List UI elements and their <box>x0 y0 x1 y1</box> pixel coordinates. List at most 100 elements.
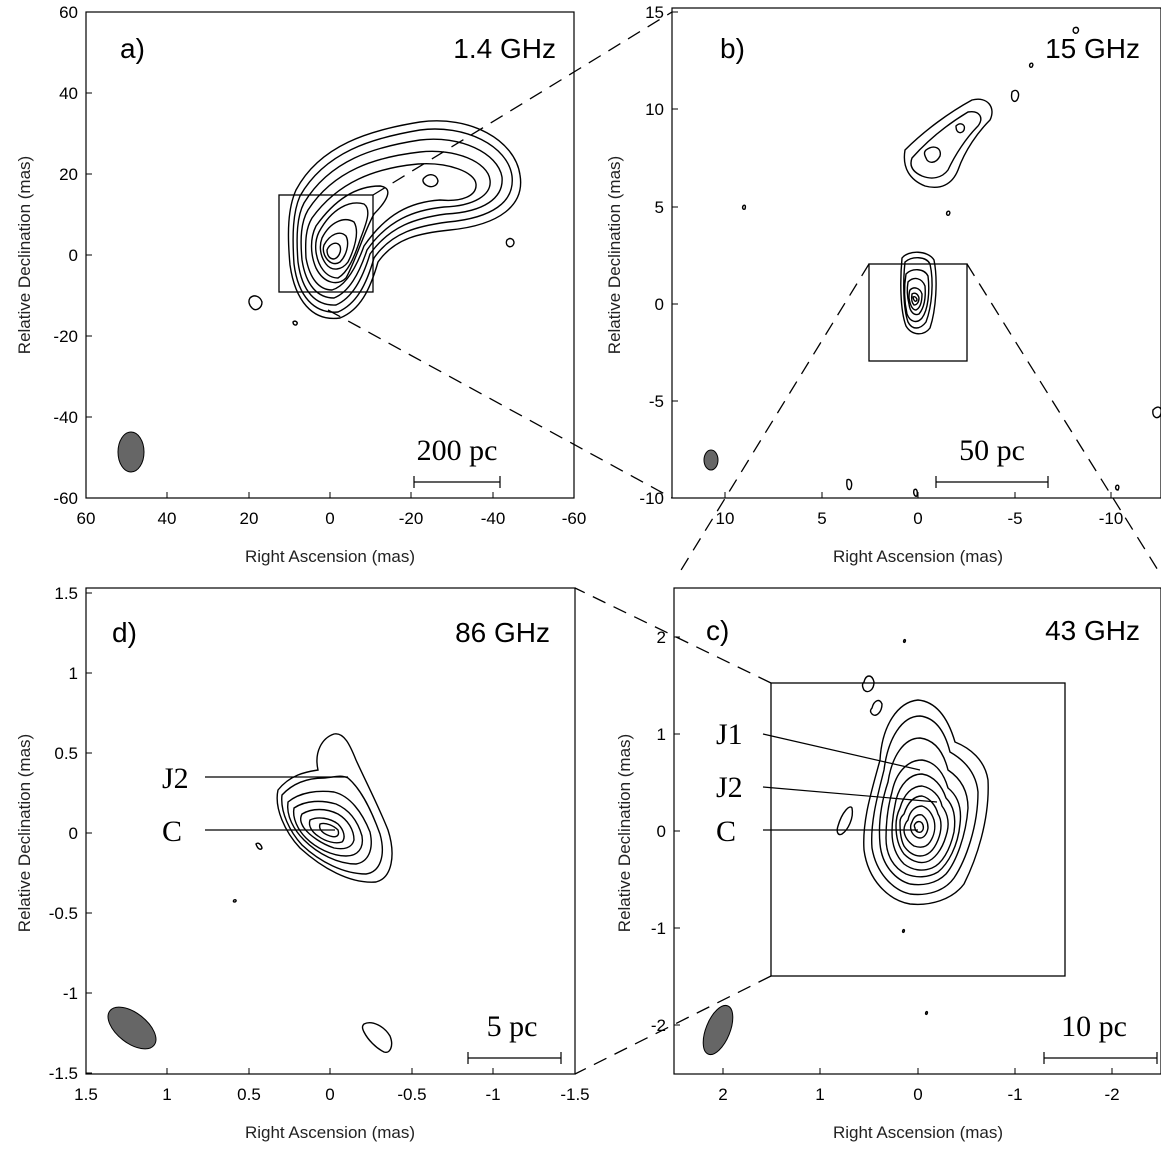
tick-label: -40 <box>481 509 506 528</box>
tick-label: 15 <box>645 3 664 22</box>
panel-b-xlabel: Right Ascension (mas) <box>833 547 1003 566</box>
panel-a-tag: a) <box>120 33 145 64</box>
panel-c-ylabel: Relative Declination (mas) <box>615 734 634 932</box>
panel-a-scale-bar <box>413 476 501 488</box>
tick-label: -20 <box>53 327 78 346</box>
panel-b-beam <box>703 449 719 471</box>
panel-d: 1.5 1 0.5 0 -0.5 -1 -1.5 1.5 1 0.5 0 -0.… <box>15 584 590 1142</box>
tick-label: 0.5 <box>237 1085 261 1104</box>
panel-c-component-j2: J2 <box>716 771 743 804</box>
tick-label: -1 <box>63 984 78 1003</box>
connector-b-c-left <box>677 263 870 576</box>
tick-label: 60 <box>59 3 78 22</box>
panel-b-frame <box>671 7 1161 499</box>
tick-label: 0 <box>655 295 664 314</box>
panel-c-xlabel: Right Ascension (mas) <box>833 1123 1003 1142</box>
tick-label: -60 <box>562 509 587 528</box>
tick-label: -5 <box>649 392 664 411</box>
tick-label: -0.5 <box>49 904 78 923</box>
tick-label: -1 <box>1007 1085 1022 1104</box>
tick-label: 1 <box>657 725 666 744</box>
panel-c-frame <box>673 587 1161 1075</box>
tick-label: 2 <box>718 1085 727 1104</box>
tick-label: -2 <box>651 1016 666 1035</box>
tick-label: 0.5 <box>54 744 78 763</box>
panel-b-scale-bar <box>935 476 1049 488</box>
panel-b-ylabel: Relative Declination (mas) <box>605 156 624 354</box>
tick-label: 0 <box>913 1085 922 1104</box>
connector-b-c-right <box>966 263 1161 576</box>
tick-label: -1 <box>651 919 666 938</box>
tick-label: -2 <box>1104 1085 1119 1104</box>
tick-label: 0 <box>325 509 334 528</box>
tick-label: 0 <box>69 246 78 265</box>
panel-c: 2 1 0 -1 -2 2 1 0 -1 -2 Right Ascension … <box>615 587 1161 1142</box>
tick-label: -1.5 <box>49 1064 78 1083</box>
panel-c-yticks: 2 1 0 -1 -2 <box>651 628 680 1035</box>
tick-label: 1 <box>815 1085 824 1104</box>
tick-label: 2 <box>657 628 666 647</box>
panel-a-yticks: 60 40 20 0 -20 -40 -60 <box>53 3 92 508</box>
tick-label: -1 <box>485 1085 500 1104</box>
panel-d-component-j2: J2 <box>162 762 189 795</box>
panel-a-xlabel: Right Ascension (mas) <box>245 547 415 566</box>
tick-label: 0 <box>657 822 666 841</box>
panel-c-frequency: 43 GHz <box>1045 615 1140 646</box>
tick-label: 20 <box>59 165 78 184</box>
panel-d-leaders <box>205 776 348 831</box>
panel-c-leaders <box>762 733 938 831</box>
tick-label: 60 <box>77 509 96 528</box>
connector-c-d-top <box>574 587 772 684</box>
panel-a-ylabel: Relative Declination (mas) <box>15 156 34 354</box>
tick-label: 40 <box>158 509 177 528</box>
panel-b-scale-label: 50 pc <box>959 434 1025 467</box>
tick-label: 5 <box>655 198 664 217</box>
tick-label: 1.5 <box>74 1085 98 1104</box>
tick-label: -10 <box>639 489 664 508</box>
panel-c-scale-label: 10 pc <box>1061 1010 1127 1043</box>
panel-c-component-j1: J1 <box>716 718 743 751</box>
tick-label: 10 <box>716 509 735 528</box>
panel-b-xticks: 10 5 0 -5 -10 <box>716 492 1124 528</box>
panel-a-beam <box>117 431 145 473</box>
panel-a: 60 40 20 0 -20 -40 -60 60 40 20 0 -20 -4… <box>15 3 586 566</box>
tick-label: 0 <box>913 509 922 528</box>
panel-a-frame <box>85 11 575 499</box>
panel-c-tag: c) <box>706 615 729 646</box>
panel-d-frame <box>85 587 576 1075</box>
panel-d-scale-bar <box>467 1052 562 1064</box>
panel-d-beam <box>107 1006 157 1050</box>
panel-d-xlabel: Right Ascension (mas) <box>245 1123 415 1142</box>
tick-label: 1 <box>162 1085 171 1104</box>
panel-a-zoom-box <box>278 194 374 293</box>
tick-label: 20 <box>240 509 259 528</box>
tick-label: 10 <box>645 100 664 119</box>
connector-a-b-bottom <box>327 309 673 499</box>
panel-a-frequency: 1.4 GHz <box>453 33 556 64</box>
panel-b-yticks: 15 10 5 0 -5 -10 <box>639 3 678 508</box>
connector-a-b-top <box>372 11 673 196</box>
panel-a-contours <box>248 120 522 326</box>
panel-d-scale-label: 5 pc <box>487 1010 538 1043</box>
tick-label: 40 <box>59 84 78 103</box>
panel-b-zoom-box <box>868 263 968 362</box>
tick-label: 0 <box>325 1085 334 1104</box>
tick-label: -40 <box>53 408 78 427</box>
tick-label: -5 <box>1007 509 1022 528</box>
panel-d-tag: d) <box>112 617 137 648</box>
tick-label: -1.5 <box>560 1085 589 1104</box>
connector-c-d-bottom <box>574 975 772 1075</box>
panel-d-component-c: C <box>162 815 182 848</box>
panel-c-component-c: C <box>716 815 736 848</box>
tick-label: 1.5 <box>54 584 78 603</box>
panel-c-scale-bar <box>1043 1052 1158 1064</box>
panel-c-xticks: 2 1 0 -1 -2 <box>718 1068 1120 1104</box>
panel-c-contours <box>836 638 989 1016</box>
panel-d-ylabel: Relative Declination (mas) <box>15 734 34 932</box>
tick-label: -0.5 <box>397 1085 426 1104</box>
panel-a-scale-label: 200 pc <box>417 434 498 467</box>
panel-d-xticks: 1.5 1 0.5 0 -0.5 -1 -1.5 <box>74 1068 590 1104</box>
tick-label: 1 <box>69 664 78 683</box>
tick-label: -10 <box>1099 509 1124 528</box>
